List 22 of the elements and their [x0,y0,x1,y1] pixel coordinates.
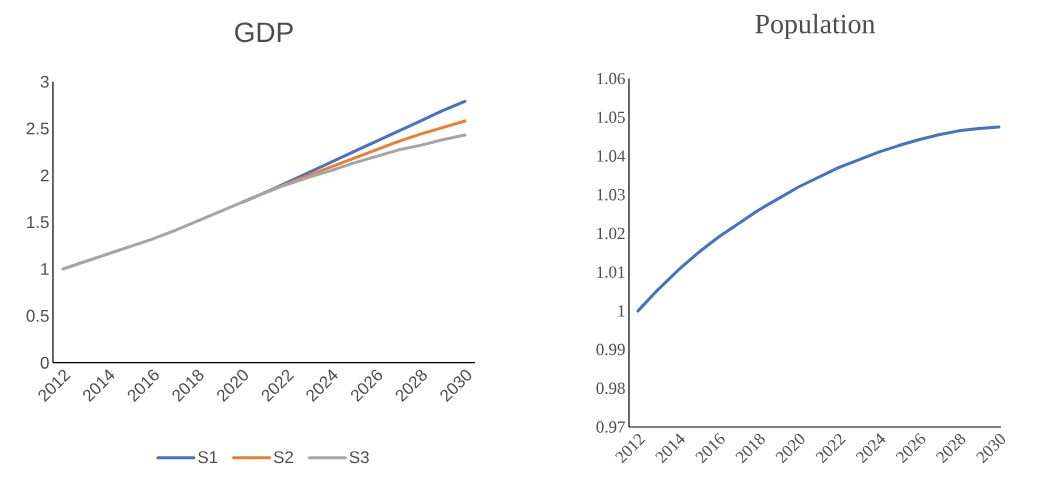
y-tick-label: 2 [40,169,49,182]
y-tick-label: 1.06 [597,72,625,85]
y-tick-label: 1.02 [597,227,625,240]
y-tick-label: 1.03 [597,188,625,201]
legend-label: S3 [349,451,369,464]
y-tick-label: 1.01 [597,266,625,278]
y-tick-label: 2.5 [26,122,49,135]
y-tick-label: 0.99 [596,343,625,356]
chart-title: GDP [235,22,293,43]
chart-title: Population [755,13,876,40]
y-tick-label: 1.04 [597,150,626,162]
legend-label: S1 [198,451,218,464]
y-tick-label: 1 [41,263,49,275]
legend-label: S2 [273,451,293,464]
y-tick-label: 3 [40,75,49,88]
y-tick-label: 1.5 [27,216,49,229]
y-tick-label: 0.97 [596,421,625,433]
y-tick-label: 0.98 [596,382,625,395]
y-tick-label: 1.05 [597,111,625,124]
y-tick-label: 0 [40,356,49,369]
y-tick-label: 1 [618,305,625,317]
y-tick-label: 0.5 [26,309,49,322]
